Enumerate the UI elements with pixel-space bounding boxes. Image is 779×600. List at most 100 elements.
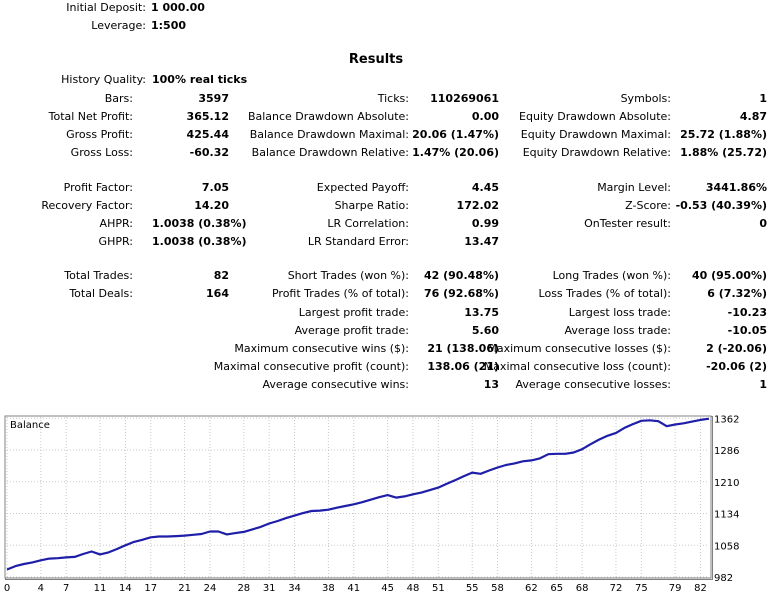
x-tick-label: 21 [178, 583, 191, 594]
stat-row-6-col-2: OnTester result: 0 [0, 216, 779, 232]
stat-label: Equity Drawdown Maximal: [520, 128, 671, 141]
stat-row-2-col-0: Gross Profit: 425.44 [0, 127, 779, 143]
stat-row-5-col-1: Sharpe Ratio: 172.02 [0, 198, 779, 214]
x-tick-label: 7 [63, 583, 69, 594]
stat-value: 110269061 [430, 92, 499, 105]
history-quality-value: 100% real ticks [152, 73, 248, 86]
stat-label: LR Standard Error: [307, 235, 409, 248]
stat-row-12-col-2: Maximum consecutive losses ($): 2 (-20.06… [0, 341, 779, 357]
x-tick-label: 41 [347, 583, 360, 594]
y-tick-label: 1058 [714, 541, 739, 552]
x-tick-label: 11 [94, 583, 107, 594]
x-tick-label: 68 [576, 583, 589, 594]
x-tick-label: 4 [38, 583, 44, 594]
stat-value: 3597 [198, 92, 229, 105]
stat-label: Gross Loss: [70, 146, 133, 159]
y-tick-label: 1134 [714, 510, 739, 521]
stat-value: 20.06 (1.47%) [412, 128, 499, 141]
stat-value: 13.75 [464, 306, 499, 319]
stat-row-3-col-2: Equity Drawdown Relative: 1.88% (25.72) [0, 145, 779, 161]
stat-label: Expected Payoff: [316, 181, 409, 194]
leverage-row: Leverage: 1:500 [0, 18, 300, 34]
stat-label: OnTester result: [584, 217, 671, 230]
stat-value: -60.32 [189, 146, 229, 159]
stat-row-8-col-1: Short Trades (won %): 42 (90.48%) [0, 268, 779, 284]
stat-value: 3441.86% [705, 181, 767, 194]
stat-row-11-col-2: Average loss trade: -10.05 [0, 323, 779, 339]
stat-label: Maximum consecutive wins ($): [234, 342, 409, 355]
x-tick-label: 38 [322, 583, 335, 594]
stat-value: -10.23 [727, 306, 767, 319]
stat-label: Z-Score: [625, 199, 671, 212]
x-tick-label: 34 [288, 583, 301, 594]
stat-label: LR Correlation: [327, 217, 409, 230]
chart-title: Balance [10, 420, 50, 431]
stat-row-12-col-1: Maximum consecutive wins ($): 21 (138.06) [0, 341, 779, 357]
stat-value: 2 (-20.06) [706, 342, 767, 355]
stat-label: Largest loss trade: [568, 306, 671, 319]
stat-row-8-col-0: Total Trades: 82 [0, 268, 779, 284]
x-tick-label: 14 [119, 583, 132, 594]
history-quality-label: History Quality: [61, 73, 146, 86]
x-tick-label: 55 [466, 583, 479, 594]
x-tick-label: 31 [263, 583, 276, 594]
stat-value: 4.45 [471, 181, 499, 194]
stat-row-8-col-2: Long Trades (won %): 40 (95.00%) [0, 268, 779, 284]
stat-row-4-col-1: Expected Payoff: 4.45 [0, 180, 779, 196]
stat-row-5-col-2: Z-Score: -0.53 (40.39%) [0, 198, 779, 214]
stat-row-0-col-2: Symbols: 1 [0, 91, 779, 107]
stat-value: 25.72 (1.88%) [680, 128, 767, 141]
stat-row-5-col-0: Recovery Factor: 14.20 [0, 198, 779, 214]
stat-value: 0.00 [471, 110, 499, 123]
y-tick-label: 1286 [714, 446, 739, 457]
y-tick-label: 1362 [714, 414, 739, 425]
stat-row-1-col-1: Balance Drawdown Absolute: 0.00 [0, 109, 779, 125]
x-tick-label: 48 [407, 583, 420, 594]
stat-label: Long Trades (won %): [552, 269, 671, 282]
stat-row-2-col-2: Equity Drawdown Maximal: 25.72 (1.88%) [0, 127, 779, 143]
stat-label: Largest profit trade: [298, 306, 409, 319]
stat-row-13-col-1: Maximal consecutive profit (count): 138.0… [0, 359, 779, 375]
stat-row-7-col-1: LR Standard Error: 13.47 [0, 234, 779, 250]
stat-row-6-col-0: AHPR: 1.0038 (0.38%) [0, 216, 779, 232]
x-tick-label: 58 [491, 583, 504, 594]
stat-value: 14.20 [194, 199, 229, 212]
stat-value: -0.53 (40.39%) [675, 199, 767, 212]
stat-value: 5.60 [471, 324, 499, 337]
stat-value: 172.02 [456, 199, 499, 212]
x-tick-label: 0 [4, 583, 10, 594]
stat-row-14-col-2: Average consecutive losses: 1 [0, 377, 779, 393]
stat-label: Average loss trade: [564, 324, 671, 337]
stat-row-1-col-0: Total Net Profit: 365.12 [0, 109, 779, 125]
stat-row-9-col-2: Loss Trades (% of total): 6 (7.32%) [0, 286, 779, 302]
stat-label: Equity Drawdown Absolute: [519, 110, 671, 123]
stat-label: AHPR: [99, 217, 133, 230]
stat-label: GHPR: [98, 235, 133, 248]
y-tick-label: 982 [714, 573, 733, 584]
stat-value: -10.05 [727, 324, 767, 337]
stat-value: 0.99 [471, 217, 499, 230]
x-tick-label: 65 [550, 583, 563, 594]
stat-value: 1.88% (25.72) [680, 146, 767, 159]
x-tick-label: 45 [381, 583, 394, 594]
stat-row-9-col-1: Profit Trades (% of total): 76 (92.68%) [0, 286, 779, 302]
stat-value: 82 [213, 269, 229, 282]
initial-deposit-value: 1 000.00 [151, 1, 205, 14]
stat-row-11-col-1: Average profit trade: 5.60 [0, 323, 779, 339]
stat-value: 42 (90.48%) [423, 269, 499, 282]
plot-frame [4, 415, 712, 579]
stat-label: Average consecutive wins: [262, 378, 409, 391]
stat-value: 0 [759, 217, 767, 230]
x-tick-label: 28 [237, 583, 250, 594]
stat-value: 40 (95.00%) [691, 269, 767, 282]
stat-label: Gross Profit: [66, 128, 133, 141]
history-quality-row: History Quality: 100% real ticks [0, 72, 400, 88]
stat-row-14-col-1: Average consecutive wins: 13 [0, 377, 779, 393]
x-tick-label: 75 [635, 583, 648, 594]
stat-row-0-col-1: Ticks: 110269061 [0, 91, 779, 107]
stat-label: Average consecutive losses: [515, 378, 671, 391]
stat-row-1-col-2: Equity Drawdown Absolute: 4.87 [0, 109, 779, 125]
stat-label: Maximal consecutive profit (count): [213, 360, 409, 373]
stat-value: 21 (138.06) [427, 342, 499, 355]
